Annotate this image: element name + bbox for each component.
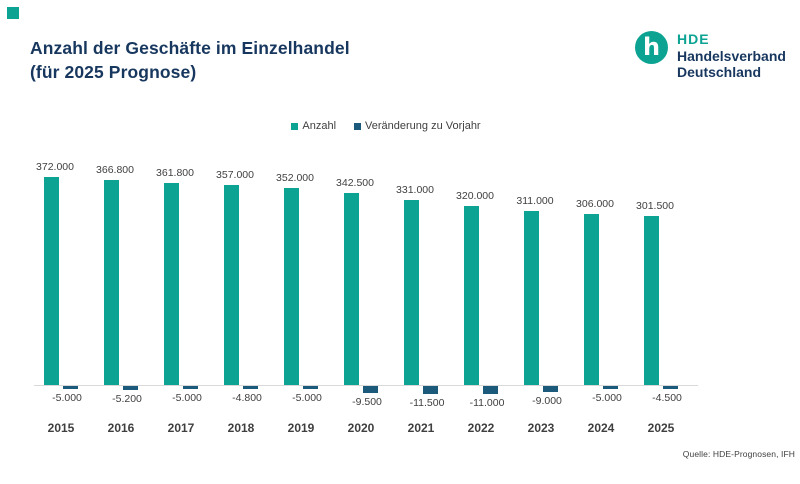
x-axis-line <box>34 385 698 386</box>
anzahl-bar-2015 <box>44 177 59 385</box>
legend-item-anzahl: Anzahl <box>291 120 336 132</box>
veraenderung-value-label-2024: -5.000 <box>592 392 622 404</box>
year-label-2018: 2018 <box>227 421 255 435</box>
veraenderung-value-label-2022: -11.000 <box>469 397 505 409</box>
anzahl-bar-2017 <box>164 183 179 385</box>
year-label-2024: 2024 <box>587 421 615 435</box>
hde-logo-text: HDE Handelsverband Deutschland <box>677 31 786 81</box>
year-label-2016: 2016 <box>107 421 135 435</box>
veraenderung-bar-2019 <box>303 386 318 389</box>
year-label-2023: 2023 <box>527 421 555 435</box>
veraenderung-value-label-2018: -4.800 <box>232 392 262 404</box>
year-label-2015: 2015 <box>47 421 75 435</box>
year-label-2021: 2021 <box>407 421 435 435</box>
veraenderung-value-label-2017: -5.000 <box>172 392 202 404</box>
veraenderung-bar-2025 <box>663 386 678 389</box>
legend-swatch-anzahl-icon <box>291 122 299 130</box>
anzahl-value-label-2020: 342.500 <box>336 177 374 189</box>
veraenderung-bar-2016 <box>123 386 138 390</box>
anzahl-bar-2019 <box>284 188 299 385</box>
veraenderung-value-label-2020: -9.500 <box>352 396 382 408</box>
corner-accent-square <box>7 7 19 19</box>
veraenderung-value-label-2015: -5.000 <box>52 392 82 404</box>
legend: Anzahl Veränderung zu Vorjahr <box>0 120 772 132</box>
veraenderung-bar-2017 <box>183 386 198 389</box>
hde-logo-mark-icon: h <box>635 31 668 64</box>
legend-swatch-veraenderung-icon <box>354 122 362 130</box>
veraenderung-value-label-2016: -5.200 <box>112 393 142 405</box>
anzahl-value-label-2017: 361.800 <box>156 167 194 179</box>
veraenderung-bar-2015 <box>63 386 78 389</box>
anzahl-bar-2016 <box>104 180 119 385</box>
hde-logo: h HDE Handelsverband Deutschland <box>635 31 786 81</box>
year-label-2022: 2022 <box>467 421 495 435</box>
anzahl-bar-2024 <box>584 214 599 385</box>
hde-logo-abbr: HDE <box>677 31 710 47</box>
anzahl-bar-2018 <box>224 185 239 385</box>
anzahl-value-label-2024: 306.000 <box>576 198 614 210</box>
veraenderung-value-label-2021: -11.500 <box>409 397 445 409</box>
hde-logo-line2: Deutschland <box>677 64 762 80</box>
hde-monogram: h <box>642 32 661 61</box>
anzahl-bar-2020 <box>344 193 359 385</box>
veraenderung-value-label-2019: -5.000 <box>292 392 322 404</box>
source-note: Quelle: HDE-Prognosen, IFH <box>682 449 795 459</box>
legend-item-veraenderung: Veränderung zu Vorjahr <box>354 120 481 132</box>
anzahl-value-label-2025: 301.500 <box>636 200 674 212</box>
anzahl-value-label-2023: 311.000 <box>516 195 554 207</box>
anzahl-bar-2022 <box>464 206 479 385</box>
legend-label-anzahl: Anzahl <box>302 120 337 132</box>
page-title-line2: (für 2025 Prognose) <box>30 62 197 82</box>
veraenderung-bar-2020 <box>363 386 378 393</box>
anzahl-bar-2023 <box>524 211 539 385</box>
legend-label-veraenderung: Veränderung zu Vorjahr <box>365 120 481 132</box>
veraenderung-value-label-2025: -4.500 <box>652 392 682 404</box>
anzahl-value-label-2016: 366.800 <box>96 164 134 176</box>
anzahl-value-label-2018: 357.000 <box>216 169 254 181</box>
veraenderung-value-label-2023: -9.000 <box>532 395 562 407</box>
year-label-2020: 2020 <box>347 421 375 435</box>
veraenderung-bar-2024 <box>603 386 618 389</box>
anzahl-value-label-2019: 352.000 <box>276 172 314 184</box>
anzahl-value-label-2022: 320.000 <box>456 190 494 202</box>
anzahl-value-label-2021: 331.000 <box>396 184 434 196</box>
year-label-2025: 2025 <box>647 421 675 435</box>
veraenderung-bar-2023 <box>543 386 558 392</box>
veraenderung-bar-2022 <box>483 386 498 394</box>
veraenderung-bar-2021 <box>423 386 438 394</box>
year-label-2017: 2017 <box>167 421 195 435</box>
hde-logo-line1: Handelsverband <box>677 47 786 64</box>
anzahl-bar-2025 <box>644 216 659 385</box>
page-title: Anzahl der Geschäfte im Einzelhandel (fü… <box>30 36 350 84</box>
anzahl-value-label-2015: 372.000 <box>36 161 74 173</box>
veraenderung-bar-2018 <box>243 386 258 389</box>
year-label-2019: 2019 <box>287 421 315 435</box>
anzahl-bar-2021 <box>404 200 419 385</box>
page-title-line1: Anzahl der Geschäfte im Einzelhandel <box>30 38 350 58</box>
